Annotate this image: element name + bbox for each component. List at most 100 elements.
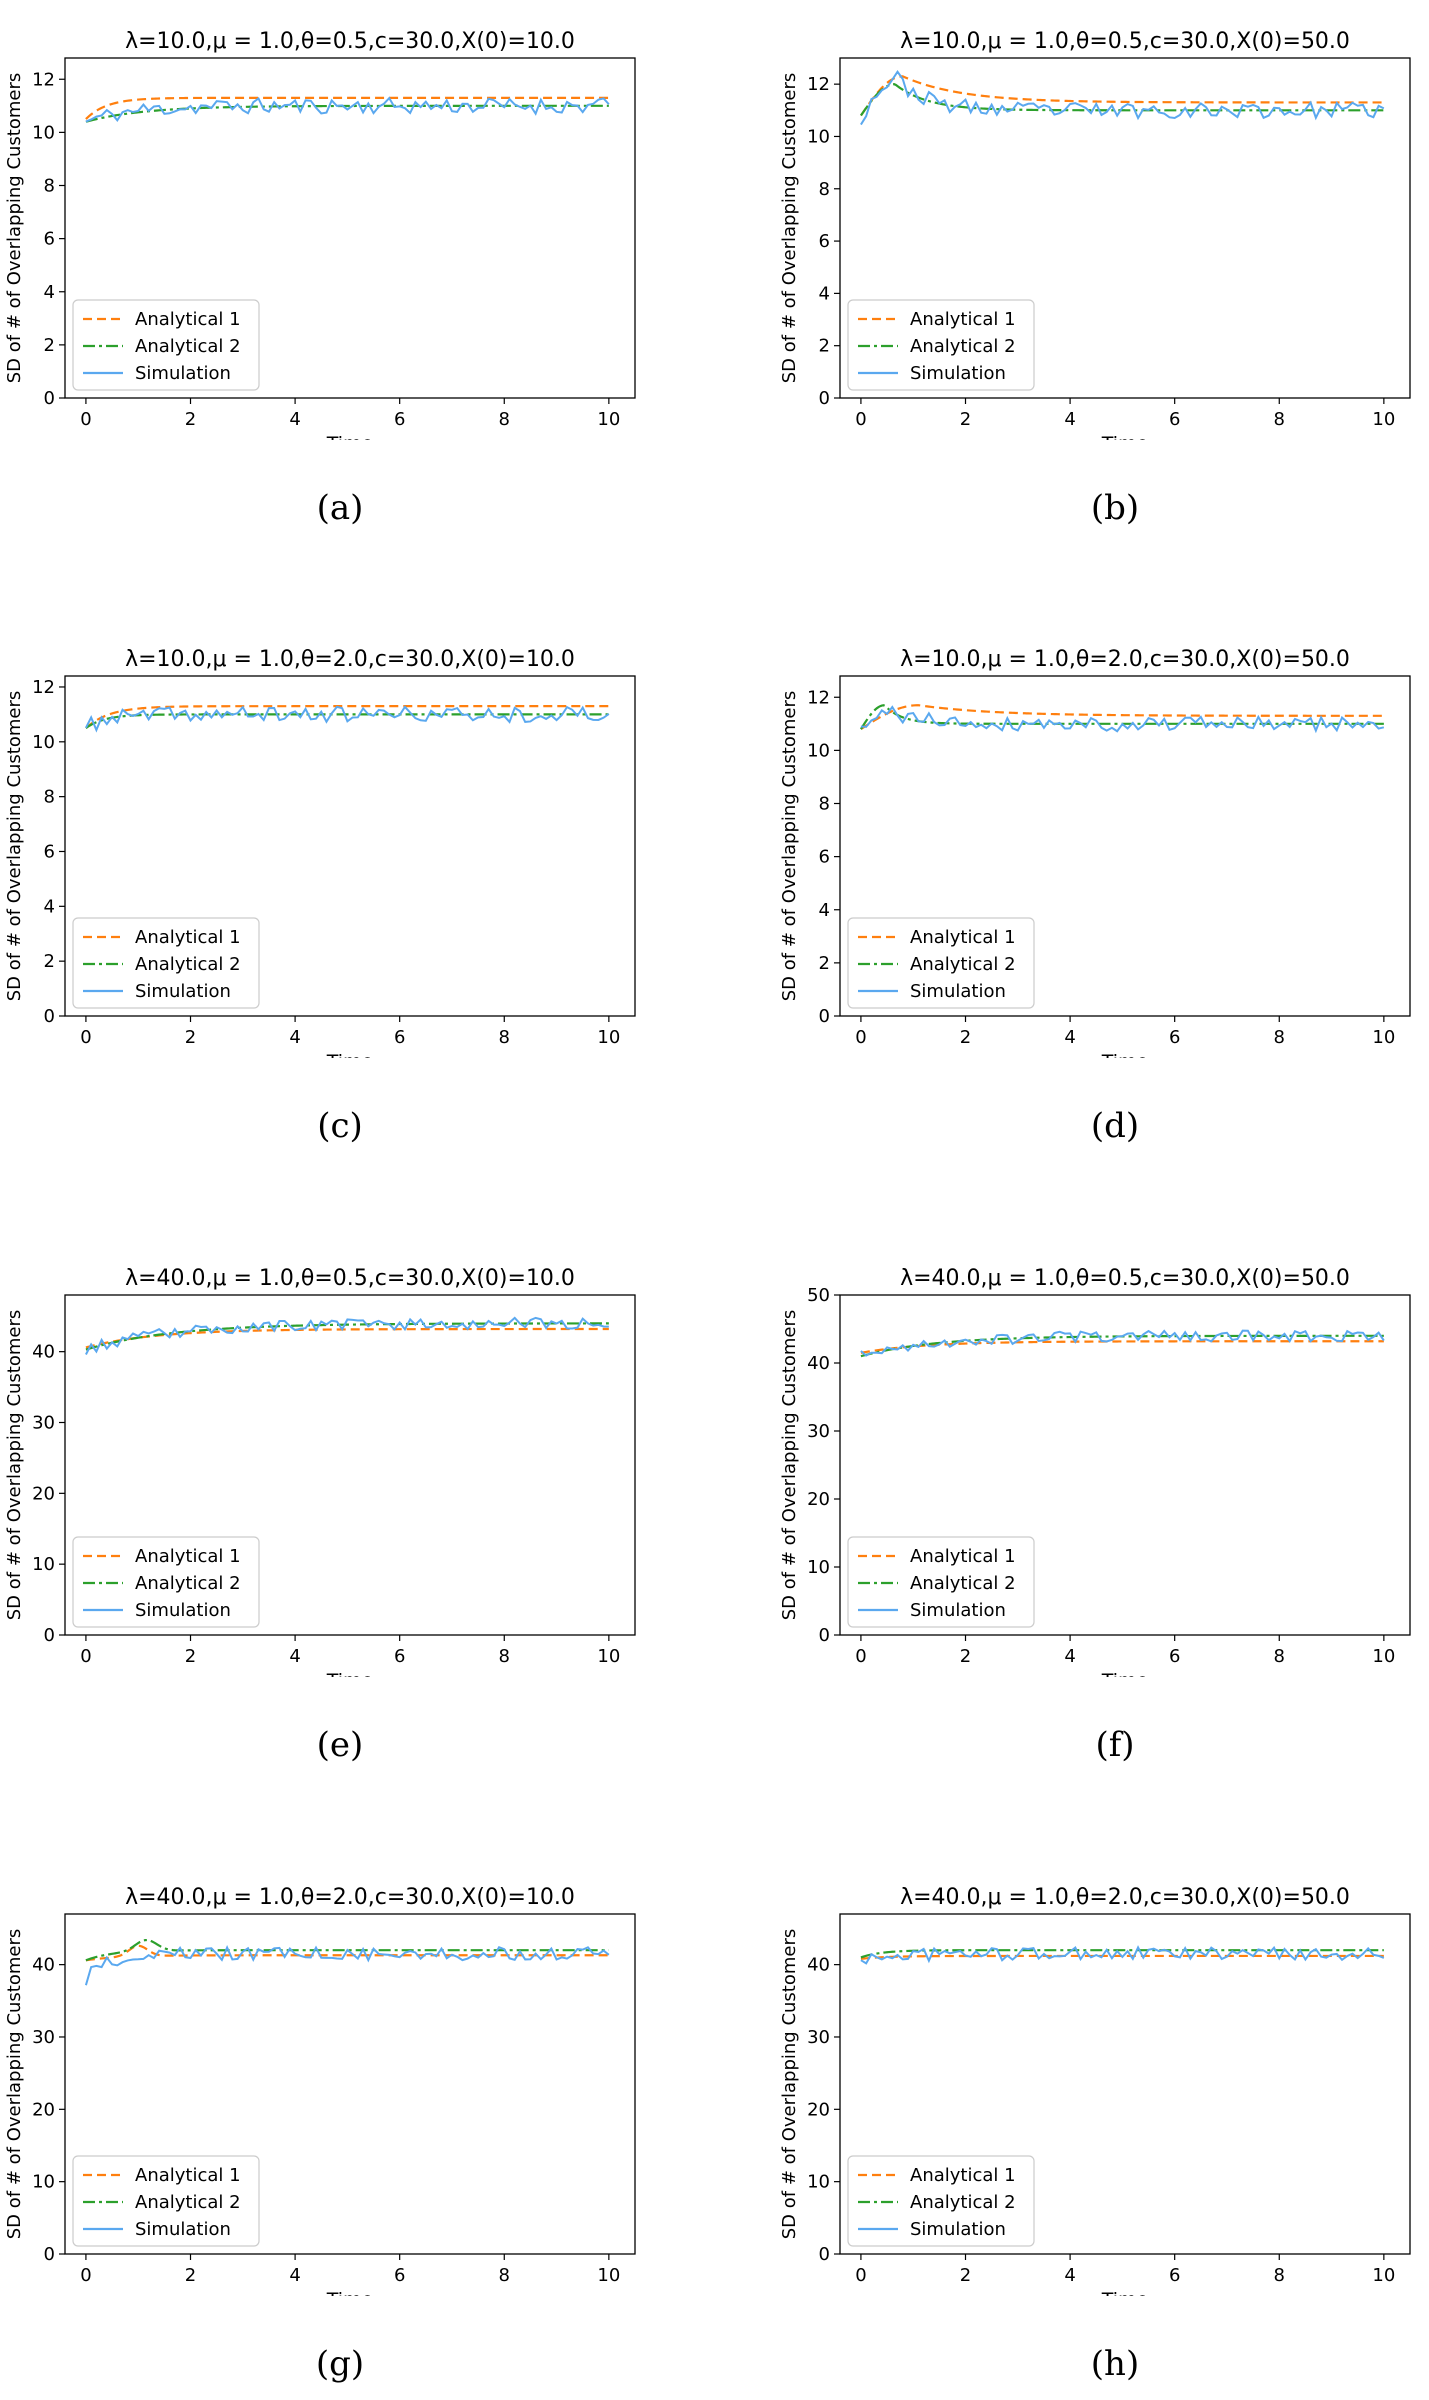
x-axis-label: Time bbox=[1101, 1051, 1149, 1058]
x-axis-label: Time bbox=[326, 433, 374, 440]
x-tick-label: 0 bbox=[855, 1027, 866, 1048]
y-tick-label: 6 bbox=[44, 841, 55, 862]
legend bbox=[847, 299, 1035, 391]
x-tick-label: 4 bbox=[1064, 2265, 1075, 2286]
y-tick-label: 10 bbox=[32, 732, 55, 753]
y-axis-label: SD of # of Overlapping Customers bbox=[4, 1929, 25, 2240]
y-tick-label: 10 bbox=[807, 2172, 830, 2193]
y-tick-label: 8 bbox=[819, 794, 830, 815]
y-tick-label: 0 bbox=[44, 2244, 55, 2265]
x-axis-label: Time bbox=[1101, 2289, 1149, 2296]
y-axis-label: SD of # of Overlapping Customers bbox=[779, 73, 800, 384]
chart-panel-2: λ=10.0,μ = 1.0,θ=0.5,c=30.0,X(0)=50.0 0 2 4… bbox=[779, 29, 1411, 440]
plot-frame bbox=[839, 675, 1411, 1017]
x-tick-label: 10 bbox=[597, 1027, 620, 1048]
y-tick-label: 4 bbox=[819, 900, 830, 921]
plot-frame bbox=[839, 1294, 1411, 1636]
y-axis-label: SD of # of Overlapping Customers bbox=[4, 691, 25, 1002]
x-tick-label: 0 bbox=[80, 1646, 91, 1667]
legend bbox=[847, 1536, 1035, 1628]
x-tick-label: 2 bbox=[185, 1646, 196, 1667]
y-tick-label: 0 bbox=[819, 1006, 830, 1027]
legend-entry: Analytical 1 bbox=[910, 2165, 1016, 2186]
y-tick-label: 30 bbox=[32, 2027, 55, 2048]
series-line-analytical-2 bbox=[85, 104, 609, 123]
x-tick-label: 4 bbox=[289, 409, 300, 430]
subfigure-caption: (f) bbox=[1095, 1725, 1135, 1765]
subfigure-caption: (a) bbox=[316, 488, 364, 528]
legend bbox=[72, 917, 260, 1009]
x-tick-label: 10 bbox=[1372, 409, 1395, 430]
y-tick-label: 0 bbox=[44, 1006, 55, 1027]
chart-title: λ=10.0,μ = 1.0,θ=0.5,c=30.0,X(0)=10.0 bbox=[125, 29, 575, 54]
legend-entry: Analytical 2 bbox=[135, 1573, 241, 1594]
x-tick-label: 10 bbox=[1372, 1027, 1395, 1048]
legend-entry: Analytical 2 bbox=[910, 2192, 1016, 2213]
series-line-analytical-1 bbox=[85, 96, 609, 120]
series-line-simulation bbox=[860, 70, 1385, 126]
x-tick-label: 8 bbox=[1274, 2265, 1285, 2286]
y-tick-label: 10 bbox=[807, 740, 830, 761]
series-line-analytical-1 bbox=[860, 704, 1384, 731]
x-tick-label: 10 bbox=[1372, 1646, 1395, 1667]
y-tick-label: 6 bbox=[819, 847, 830, 868]
y-tick-label: 10 bbox=[32, 122, 55, 143]
series-line-analytical-1 bbox=[860, 75, 1384, 117]
y-tick-label: 2 bbox=[44, 335, 55, 356]
x-tick-label: 8 bbox=[499, 2265, 510, 2286]
y-tick-label: 40 bbox=[807, 1353, 830, 1374]
y-tick-label: 4 bbox=[819, 283, 830, 304]
x-tick-label: 6 bbox=[394, 1646, 405, 1667]
y-tick-label: 30 bbox=[807, 1421, 830, 1442]
x-tick-label: 4 bbox=[1064, 1646, 1075, 1667]
x-tick-label: 8 bbox=[1274, 1646, 1285, 1667]
legend-entry: Analytical 1 bbox=[135, 927, 241, 948]
legend bbox=[72, 2155, 260, 2247]
x-tick-label: 10 bbox=[597, 409, 620, 430]
legend-entry: Simulation bbox=[910, 363, 1006, 384]
x-axis-label: Time bbox=[1101, 433, 1149, 440]
subfigure-caption: (h) bbox=[1090, 2344, 1140, 2384]
y-tick-label: 8 bbox=[44, 787, 55, 808]
x-tick-label: 8 bbox=[1274, 1027, 1285, 1048]
x-tick-label: 8 bbox=[1274, 409, 1285, 430]
plot-frame bbox=[64, 1294, 636, 1636]
x-tick-label: 4 bbox=[289, 1646, 300, 1667]
y-tick-label: 50 bbox=[807, 1285, 830, 1306]
y-tick-label: 12 bbox=[32, 69, 55, 90]
y-axis-label: SD of # of Overlapping Customers bbox=[4, 73, 25, 384]
x-tick-label: 4 bbox=[1064, 409, 1075, 430]
y-tick-label: 20 bbox=[32, 2099, 55, 2120]
legend-entry: Simulation bbox=[135, 981, 231, 1002]
x-tick-label: 4 bbox=[289, 2265, 300, 2286]
y-axis-label: SD of # of Overlapping Customers bbox=[4, 1310, 25, 1621]
y-tick-label: 30 bbox=[807, 2027, 830, 2048]
chart-panel-4: λ=10.0,μ = 1.0,θ=2.0,c=30.0,X(0)=50.0 0 2 4… bbox=[779, 647, 1411, 1058]
series-line-simulation bbox=[85, 1316, 609, 1355]
legend-entry: Analytical 2 bbox=[910, 1573, 1016, 1594]
legend-entry: Analytical 2 bbox=[135, 336, 241, 357]
y-tick-label: 30 bbox=[32, 1413, 55, 1434]
x-tick-label: 0 bbox=[80, 1027, 91, 1048]
x-tick-label: 2 bbox=[960, 1027, 971, 1048]
plot-frame bbox=[64, 57, 636, 399]
y-axis-label: SD of # of Overlapping Customers bbox=[779, 1929, 800, 2240]
plot-frame bbox=[839, 1913, 1411, 2255]
series-line-analytical-2 bbox=[85, 1322, 609, 1351]
y-tick-label: 2 bbox=[819, 336, 830, 357]
legend-entry: Simulation bbox=[135, 2219, 231, 2240]
chart-title: λ=10.0,μ = 1.0,θ=2.0,c=30.0,X(0)=50.0 bbox=[900, 647, 1350, 672]
legend bbox=[847, 917, 1035, 1009]
legend-entry: Analytical 1 bbox=[135, 309, 241, 330]
y-axis-label: SD of # of Overlapping Customers bbox=[779, 691, 800, 1002]
x-tick-label: 4 bbox=[289, 1027, 300, 1048]
chart-title: λ=10.0,μ = 1.0,θ=2.0,c=30.0,X(0)=10.0 bbox=[125, 647, 575, 672]
legend-entry: Simulation bbox=[910, 1600, 1006, 1621]
chart-panel-8: λ=40.0,μ = 1.0,θ=2.0,c=30.0,X(0)=50.0 0 2 4… bbox=[779, 1885, 1411, 2296]
legend-entry: Analytical 2 bbox=[910, 954, 1016, 975]
series-line-analytical-2 bbox=[860, 1949, 1384, 1959]
y-axis-label: SD of # of Overlapping Customers bbox=[779, 1310, 800, 1621]
legend bbox=[72, 299, 260, 391]
y-tick-label: 10 bbox=[32, 1554, 55, 1575]
x-axis-label: Time bbox=[1101, 1670, 1149, 1677]
